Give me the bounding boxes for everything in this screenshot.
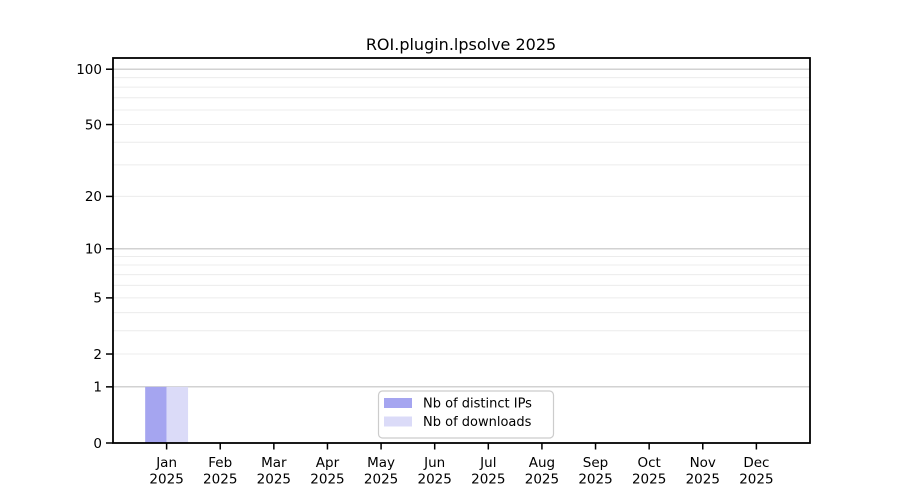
y-tick-label-100: 100 bbox=[76, 62, 102, 78]
x-tick-label-month-nov: Nov bbox=[690, 455, 716, 471]
legend: Nb of distinct IPs Nb of downloads bbox=[377, 390, 555, 439]
y-tick-label-5: 5 bbox=[93, 291, 102, 307]
x-tick-label-month-jul: Jul bbox=[479, 455, 496, 471]
y-tick-label-0: 0 bbox=[93, 436, 102, 452]
y-tick-label-20: 20 bbox=[85, 189, 102, 205]
x-tick-label-month-oct: Oct bbox=[637, 455, 660, 471]
legend-label-distinct-ips: Nb of distinct IPs bbox=[423, 397, 532, 412]
chart-title: ROI.plugin.lpsolve 2025 bbox=[366, 35, 556, 54]
plot-border bbox=[112, 57, 811, 444]
x-tick-label-month-dec: Dec bbox=[743, 455, 769, 471]
x-tick-label-year-may: 2025 bbox=[364, 472, 398, 488]
x-tick-label-month-jan: Jan bbox=[155, 455, 177, 471]
legend-label-downloads: Nb of downloads bbox=[423, 415, 532, 430]
x-tick-label-year-jun: 2025 bbox=[418, 472, 452, 488]
x-tick-label-year-jul: 2025 bbox=[471, 472, 505, 488]
x-tick-label-year-jan: 2025 bbox=[149, 472, 183, 488]
x-tick-label-year-nov: 2025 bbox=[686, 472, 720, 488]
y-tick-label-2: 2 bbox=[93, 347, 102, 363]
x-tick-label-year-apr: 2025 bbox=[310, 472, 344, 488]
x-tick-label-year-dec: 2025 bbox=[739, 472, 773, 488]
x-tick-label-month-aug: Aug bbox=[529, 455, 555, 471]
y-tick-label-50: 50 bbox=[85, 117, 102, 133]
x-tick-label-year-sep: 2025 bbox=[578, 472, 612, 488]
x-tick-label-year-aug: 2025 bbox=[525, 472, 559, 488]
x-tick-label-year-mar: 2025 bbox=[257, 472, 291, 488]
x-tick-label-month-sep: Sep bbox=[583, 455, 608, 471]
plot-area: 0125102050100Jan2025Feb2025Mar2025Apr202… bbox=[76, 57, 811, 488]
x-tick-label-month-mar: Mar bbox=[261, 455, 287, 471]
x-tick-label-month-jun: Jun bbox=[423, 455, 445, 471]
x-tick-label-year-feb: 2025 bbox=[203, 472, 237, 488]
y-tick-label-10: 10 bbox=[85, 242, 102, 258]
bar-nb-of-downloads-jan bbox=[166, 386, 189, 443]
x-tick-label-month-apr: Apr bbox=[316, 455, 340, 471]
legend-box bbox=[377, 390, 555, 439]
x-tick-label-year-oct: 2025 bbox=[632, 472, 666, 488]
legend-swatch-distinct-ips bbox=[384, 398, 412, 408]
x-tick-label-month-feb: Feb bbox=[208, 455, 232, 471]
legend-swatch-downloads bbox=[384, 416, 412, 427]
x-tick-label-month-may: May bbox=[367, 455, 395, 471]
y-tick-label-1: 1 bbox=[93, 380, 102, 396]
bar-nb-of-distinct-ips-jan bbox=[145, 386, 167, 443]
